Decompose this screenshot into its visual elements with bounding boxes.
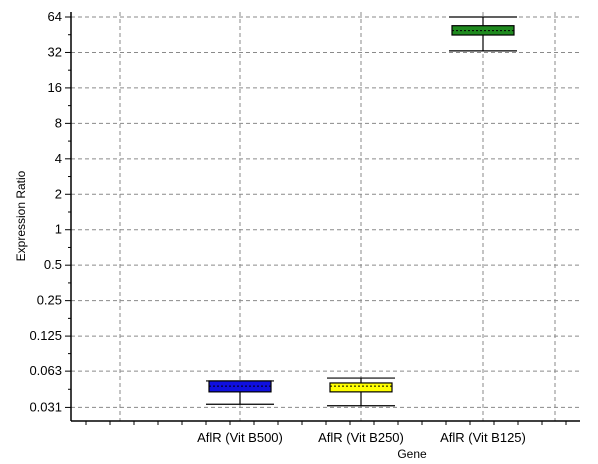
y-tick-label: 0.125 [29, 328, 62, 343]
y-tick-label: 4 [55, 151, 62, 166]
y-ticks: 0.031 0.063 0.125 0.25 0.5 1 2 4 8 16 32 64 [29, 9, 71, 414]
y-tick-label: 8 [55, 115, 62, 130]
box-3 [449, 16, 517, 52]
category-labels: AflR (Vit B500) AflR (Vit B250) AflR (Vit … [197, 430, 526, 445]
y-tick-label: 0.031 [29, 399, 62, 414]
y-tick-label: 1 [55, 222, 62, 237]
y-tick-label: 2 [55, 186, 62, 201]
y-tick-label: 64 [48, 9, 62, 24]
y-axis-title: Expression Ratio [14, 170, 28, 261]
box-series [206, 16, 517, 407]
category-label: AflR (Vit B125) [440, 430, 526, 445]
box-2 [327, 377, 395, 407]
category-label: AflR (Vit B500) [197, 430, 283, 445]
box-1 [206, 380, 274, 405]
axes [70, 12, 580, 422]
y-tick-label: 0.25 [37, 293, 62, 308]
box-body [329, 382, 393, 393]
category-label: AflR (Vit B250) [318, 430, 404, 445]
x-axis-title: Gene [397, 447, 427, 461]
y-tick-label: 0.5 [44, 257, 62, 272]
y-tick-label: 0.063 [29, 363, 62, 378]
x-minor-ticks [85, 421, 567, 425]
grid-lines [71, 12, 580, 421]
y-tick-label: 32 [48, 44, 62, 59]
y-tick-label: 16 [48, 80, 62, 95]
